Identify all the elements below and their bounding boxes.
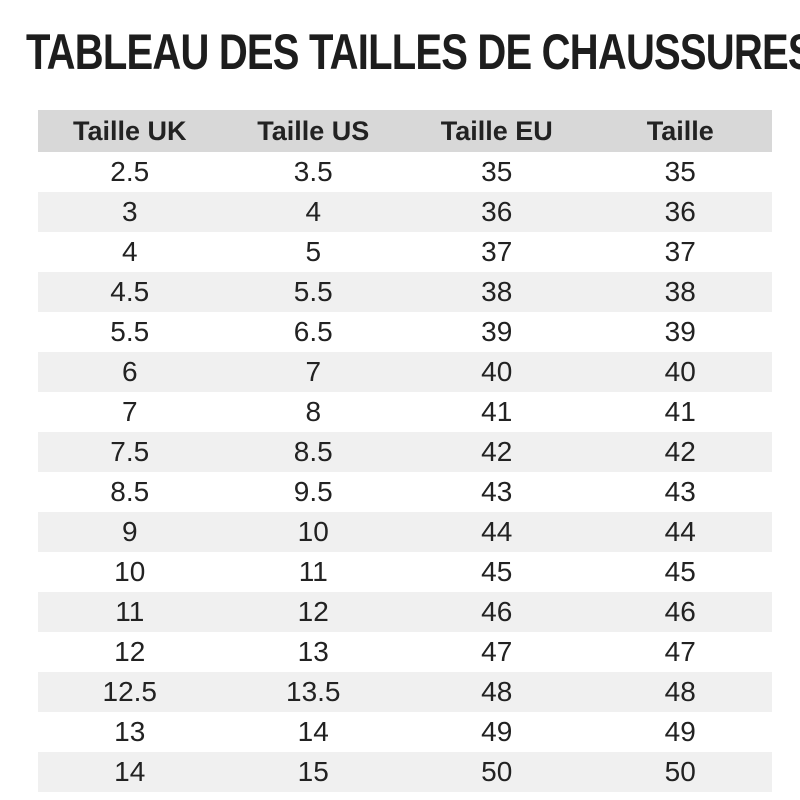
table-cell: 46 — [588, 592, 772, 632]
table-cell: 35 — [664, 156, 696, 187]
table-row: 11 12 46 46 — [38, 592, 772, 632]
table-cell: 14 — [297, 716, 329, 747]
table-cell: 6.5 — [293, 316, 333, 347]
table-cell: 3 — [38, 192, 222, 232]
column-header: Taille US — [221, 110, 405, 152]
table-cell: 4.5 — [38, 272, 222, 312]
size-chart-page: TABLEAU DES TAILLES DE CHAUSSURES Taille… — [0, 26, 800, 800]
table-cell: 37 — [664, 236, 696, 267]
table-cell: 5 — [305, 236, 322, 267]
table-row: 9 10 44 44 — [38, 512, 772, 552]
table-cell: 38 — [588, 272, 772, 312]
table-cell: 45 — [481, 556, 513, 587]
table-cell: 8.5 — [110, 476, 150, 507]
table-cell: 35 — [481, 156, 513, 187]
table-cell: 15 — [221, 752, 405, 792]
table-cell: 50 — [588, 752, 772, 792]
table-cell: 43 — [481, 476, 513, 507]
page-title: TABLEAU DES TAILLES DE CHAUSSURES — [26, 24, 800, 80]
table-header-row: Taille UK Taille US Taille EU Taille — [38, 110, 772, 152]
table-cell: 7 — [121, 396, 138, 427]
table-cell: 36 — [588, 192, 772, 232]
table-cell: 41 — [481, 396, 513, 427]
table-cell: 4 — [221, 192, 405, 232]
table-cell: 48 — [588, 672, 772, 712]
table-cell: 10 — [221, 512, 405, 552]
table-row: 10 11 45 45 — [38, 552, 772, 592]
table-row: 2.5 3.5 35 35 — [38, 152, 772, 192]
table-cell: 42 — [588, 432, 772, 472]
table-cell: 5.5 — [110, 316, 150, 347]
table-cell: 49 — [481, 716, 513, 747]
table-row: 12 13 47 47 — [38, 632, 772, 672]
table-cell: 5.5 — [221, 272, 405, 312]
table-cell: 37 — [481, 236, 513, 267]
table-cell: 7.5 — [38, 432, 222, 472]
table-cell: 42 — [405, 432, 589, 472]
table-cell: 12.5 — [38, 672, 222, 712]
table-row: 8.5 9.5 43 43 — [38, 472, 772, 512]
table-cell: 46 — [405, 592, 589, 632]
table-cell: 6 — [38, 352, 222, 392]
table-cell: 14 — [38, 752, 222, 792]
table-cell: 3.5 — [293, 156, 333, 187]
column-header: Taille UK — [38, 110, 222, 152]
table-row: 6 7 40 40 — [38, 352, 772, 392]
table-cell: 4 — [121, 236, 138, 267]
table-cell: 44 — [405, 512, 589, 552]
table-row: 4 5 37 37 — [38, 232, 772, 272]
table-cell: 11 — [298, 556, 328, 587]
size-table-body: 2.5 3.5 35 35 3 4 36 36 4 5 37 37 4.5 5.5 38 38 5.5 6.5 39… — [38, 152, 772, 792]
table-row: 4.5 5.5 38 38 — [38, 272, 772, 312]
table-cell: 36 — [405, 192, 589, 232]
table-row: 7.5 8.5 42 42 — [38, 432, 772, 472]
table-cell: 49 — [664, 716, 696, 747]
table-row: 3 4 36 36 — [38, 192, 772, 232]
table-cell: 48 — [405, 672, 589, 712]
table-cell: 7 — [221, 352, 405, 392]
size-table-head: Taille UK Taille US Taille EU Taille — [38, 110, 772, 152]
column-header: Taille EU — [405, 110, 589, 152]
size-table: Taille UK Taille US Taille EU Taille 2.5 3.5… — [38, 110, 772, 792]
table-cell: 39 — [481, 316, 513, 347]
table-cell: 12 — [114, 636, 146, 667]
table-row: 5.5 6.5 39 39 — [38, 312, 772, 352]
table-cell: 9.5 — [293, 476, 333, 507]
table-cell: 13 — [297, 636, 329, 667]
table-cell: 47 — [481, 636, 513, 667]
table-cell: 9 — [38, 512, 222, 552]
table-row: 13 14 49 49 — [38, 712, 772, 752]
table-cell: 45 — [664, 556, 696, 587]
table-cell: 43 — [664, 476, 696, 507]
table-cell: 8 — [305, 396, 322, 427]
table-cell: 12 — [221, 592, 405, 632]
table-cell: 38 — [405, 272, 589, 312]
table-row: 14 15 50 50 — [38, 752, 772, 792]
column-header: Taille — [588, 110, 772, 152]
table-cell: 40 — [405, 352, 589, 392]
table-cell: 41 — [664, 396, 696, 427]
table-row: 7 8 41 41 — [38, 392, 772, 432]
table-cell: 13 — [114, 716, 146, 747]
table-cell: 8.5 — [221, 432, 405, 472]
table-cell: 10 — [114, 556, 146, 587]
table-cell: 50 — [405, 752, 589, 792]
table-cell: 39 — [664, 316, 696, 347]
table-cell: 2.5 — [110, 156, 150, 187]
table-cell: 13.5 — [221, 672, 405, 712]
table-cell: 44 — [588, 512, 772, 552]
table-cell: 47 — [664, 636, 696, 667]
table-cell: 11 — [38, 592, 222, 632]
table-row: 12.5 13.5 48 48 — [38, 672, 772, 712]
table-cell: 40 — [588, 352, 772, 392]
